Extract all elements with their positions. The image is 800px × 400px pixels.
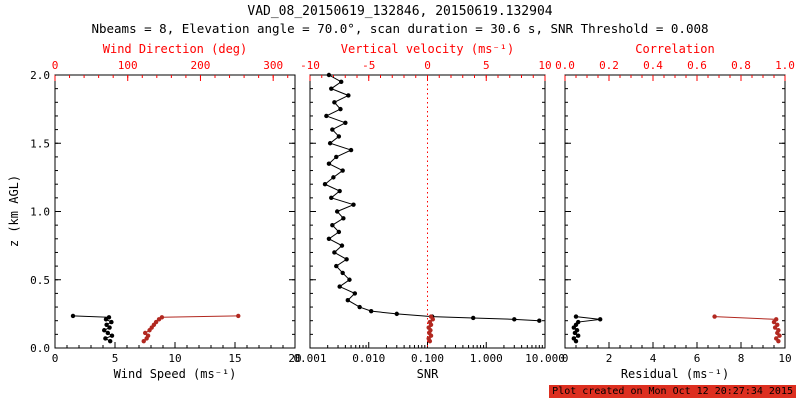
series-correlation [714, 316, 781, 342]
panel-residual: 0 2 4 6 8 10 0.0 0.2 0.4 0.6 0.8 1.0 [555, 59, 795, 365]
svg-text:100: 100 [118, 59, 138, 72]
svg-text:0.0: 0.0 [555, 59, 575, 72]
svg-text:0.001: 0.001 [293, 352, 326, 365]
svg-text:15: 15 [228, 352, 241, 365]
svg-text:1.5: 1.5 [30, 137, 50, 150]
svg-text:6: 6 [694, 352, 701, 365]
wind-direction-axis-label: Wind Direction (deg) [102, 42, 248, 56]
svg-text:0: 0 [424, 59, 431, 72]
svg-text:10: 10 [538, 59, 551, 72]
svg-text:8: 8 [738, 352, 745, 365]
plot-subtitle: Nbeams = 8, Elevation angle = 70.0°, sca… [91, 21, 709, 36]
svg-text:10: 10 [168, 352, 181, 365]
svg-text:10: 10 [778, 352, 791, 365]
svg-text:1.0: 1.0 [30, 206, 50, 219]
svg-text:10.000: 10.000 [525, 352, 565, 365]
svg-text:0.100: 0.100 [411, 352, 444, 365]
svg-text:0.5: 0.5 [30, 274, 50, 287]
svg-text:-10: -10 [300, 59, 320, 72]
svg-text:200: 200 [191, 59, 211, 72]
svg-text:1.0: 1.0 [775, 59, 795, 72]
svg-text:0.010: 0.010 [352, 352, 385, 365]
svg-text:5: 5 [112, 352, 119, 365]
svg-text:300: 300 [263, 59, 283, 72]
snr-axis-label: SNR [416, 367, 439, 381]
vertical-velocity-axis-label: Vertical velocity (ms⁻¹) [340, 42, 515, 56]
svg-text:0.2: 0.2 [599, 59, 619, 72]
svg-text:1.000: 1.000 [470, 352, 503, 365]
svg-text:0: 0 [52, 59, 59, 72]
svg-text:4: 4 [650, 352, 657, 365]
panel-snr: 0.001 0.010 0.100 1.000 10.000 -10 -5 0 5 10 [293, 59, 564, 365]
svg-text:2: 2 [606, 352, 613, 365]
height-axis-label: z (km AGL) [7, 174, 21, 248]
svg-text:0.0: 0.0 [30, 342, 50, 355]
svg-text:0: 0 [52, 352, 59, 365]
svg-text:-5: -5 [362, 59, 375, 72]
plot-title: VAD_08_20150619_132846, 20150619.132904 [247, 4, 553, 19]
svg-text:5: 5 [483, 59, 490, 72]
svg-text:2.0: 2.0 [30, 69, 50, 82]
svg-text:0.4: 0.4 [643, 59, 663, 72]
residual-axis-label: Residual (ms⁻¹) [620, 367, 730, 381]
svg-text:0.8: 0.8 [731, 59, 751, 72]
svg-text:0: 0 [562, 352, 569, 365]
wind-speed-axis-label: Wind Speed (ms⁻¹) [113, 367, 237, 381]
svg-text:20: 20 [288, 352, 301, 365]
creation-timestamp: Plot created on Mon Oct 12 20:27:34 2015 [549, 385, 796, 398]
correlation-axis-label: Correlation [635, 42, 715, 56]
svg-text:0.6: 0.6 [687, 59, 707, 72]
series-snr_profile [324, 74, 540, 322]
